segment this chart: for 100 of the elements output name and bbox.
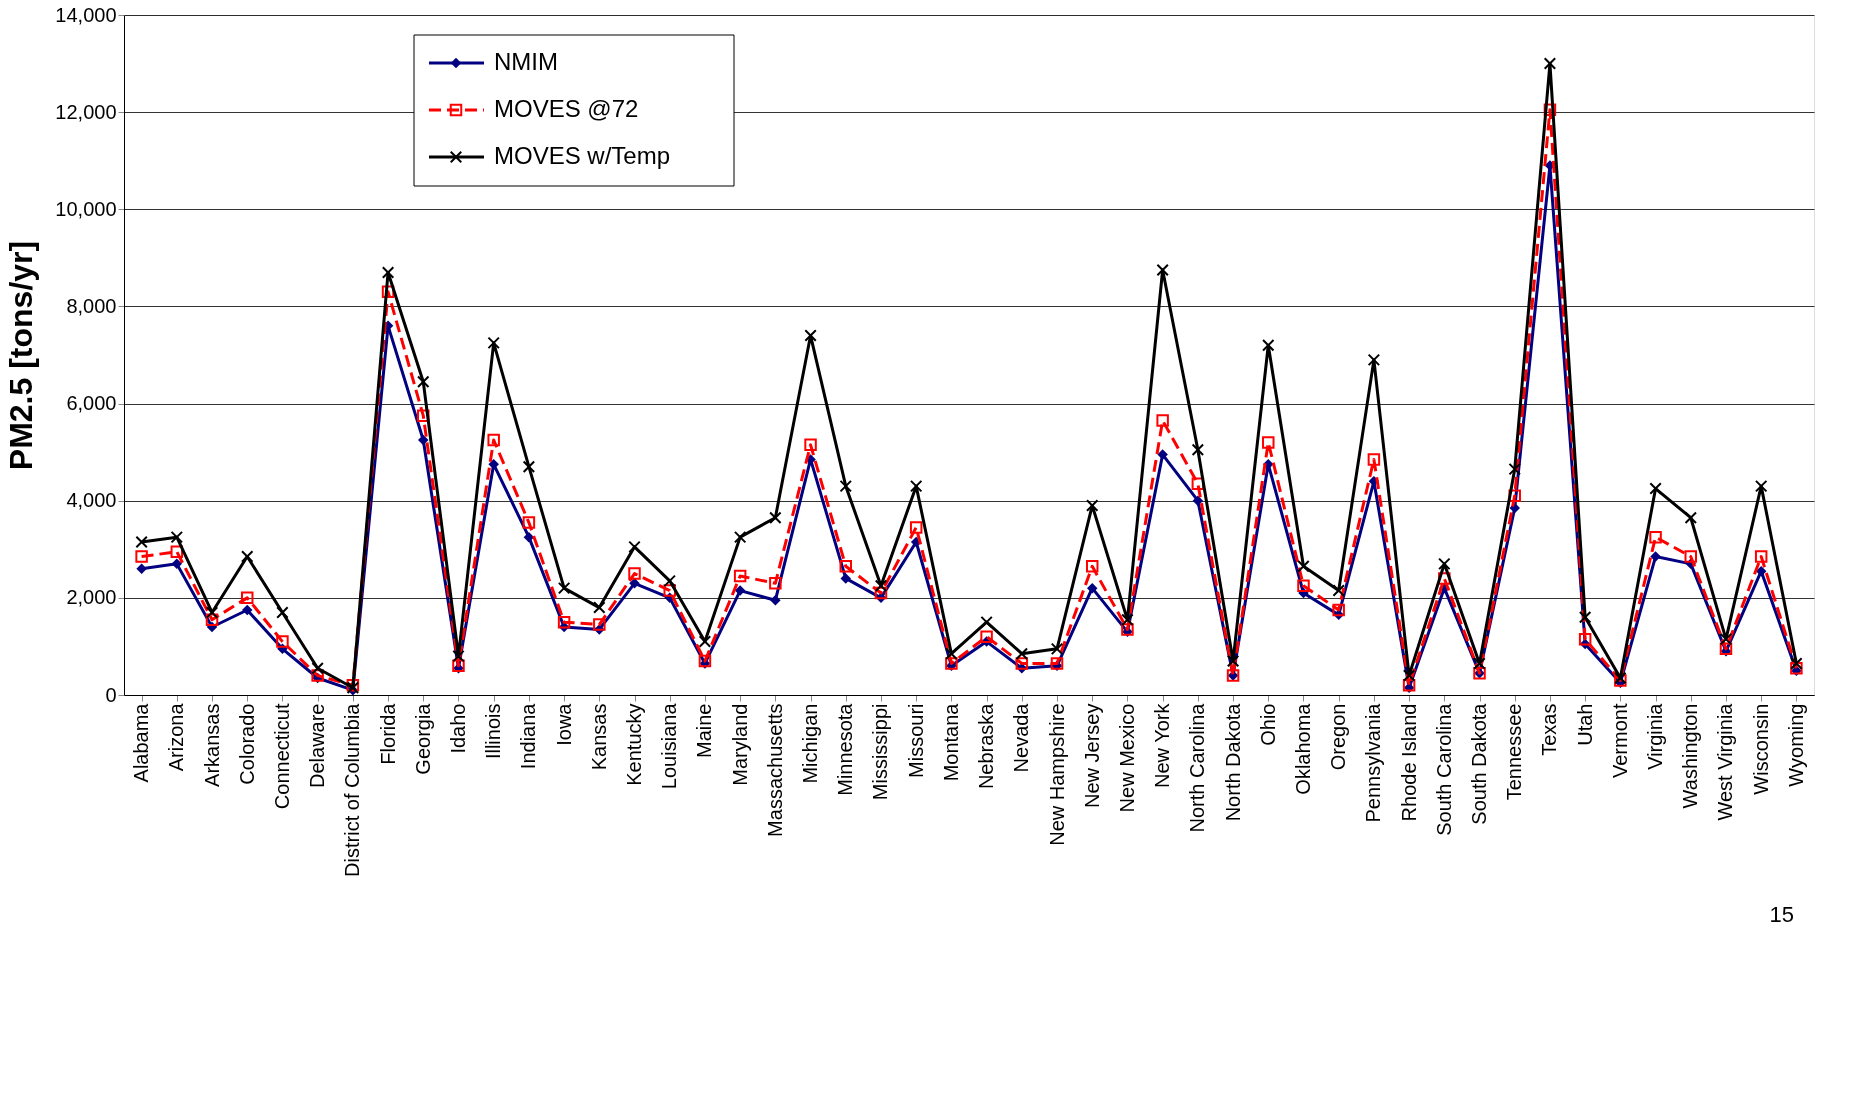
point [804,438,817,452]
point [276,635,289,648]
x-tick-label: North Dakota [1221,702,1244,822]
point [1192,495,1204,506]
x-tick-label: Oklahoma [1291,702,1314,795]
point [1473,657,1486,670]
point [840,573,852,584]
point [522,460,536,473]
point [593,601,606,614]
point [276,606,289,619]
x-tick-label: Tennessee [1503,703,1526,801]
x-tick-label: Connecticut [270,703,293,810]
point [1719,632,1733,646]
y-tick-label: 0 [105,683,117,706]
x-tick-label: Rhode Island [1397,703,1420,822]
point [1543,57,1557,70]
x-tick-label: Alabama [130,702,153,783]
x-tick-label: Ohio [1256,703,1279,746]
point [1191,477,1205,490]
point [135,535,148,549]
point [487,336,500,350]
x-tick-label: Montana [939,702,962,782]
point [1719,642,1733,656]
point [945,647,958,660]
point [1191,443,1205,456]
x-tick-label: New Hampshire [1045,703,1068,846]
point [522,516,536,529]
x-tick-label: Arkansas [200,703,223,787]
y-tick-label: 6,000 [66,392,117,415]
point [1402,669,1416,682]
point [417,409,430,422]
point [1157,449,1168,460]
point [1508,489,1521,503]
x-tick-label: Maine [693,703,716,758]
x-tick-label: Mississippi [869,703,892,801]
point [1086,582,1098,594]
point [980,630,993,643]
x-tick-label: Missouri [904,703,927,778]
y-tick-label: 2,000 [66,586,117,609]
point [1508,462,1521,476]
point [417,375,430,388]
point [1015,657,1029,670]
point [240,591,254,605]
x-tick-label: Delaware [306,703,329,788]
point [769,577,782,590]
point [240,550,254,563]
y-tick-label: 10,000 [55,197,117,220]
x-tick-label: Nevada [1010,702,1033,773]
point [171,558,183,570]
point [909,479,923,493]
x-tick-label: Florida [376,702,399,765]
point [1085,560,1099,573]
point [593,618,606,631]
x-tick-label: Indiana [517,702,540,770]
point [874,579,888,592]
point [1578,632,1592,646]
y-tick-label: 8,000 [66,294,117,317]
y-tick-label: 14,000 [55,3,117,26]
point [381,285,395,299]
point [1754,550,1768,563]
point [874,586,888,600]
x-tick-label: South Carolina [1432,702,1455,836]
point [557,581,571,595]
x-tick-label: West Virginia [1714,702,1737,821]
point [205,606,219,619]
point [1156,263,1169,277]
x-tick-label: Georgia [411,702,434,775]
point [698,635,712,648]
point [628,567,641,580]
point [909,521,923,534]
point [1754,479,1768,493]
x-tick-label: Minnesota [834,702,857,796]
x-tick-label: Utah [1573,703,1596,746]
point [839,479,853,493]
x-tick-label: Michigan [799,703,822,784]
point [557,615,571,629]
point [1367,353,1381,367]
point [170,545,184,558]
point [1578,611,1592,624]
point [452,649,465,663]
legend-label: MOVES w/Temp [494,142,671,169]
point [1438,557,1451,571]
x-tick-label: Wyoming [1784,703,1807,787]
point [452,659,465,673]
point [1684,550,1698,563]
point [770,595,781,606]
point [1156,414,1169,427]
point [381,266,395,279]
x-tick-label: Virginia [1644,702,1667,770]
x-tick-label: New Jersey [1080,703,1103,808]
x-tick-label: Colorado [235,703,258,785]
point [1226,654,1240,668]
x-tick-label: Vermont [1608,703,1631,778]
point [241,604,253,616]
x-tick-label: Pennsylvania [1362,702,1385,823]
x-tick-label: Iowa [552,702,575,746]
point [1050,642,1064,656]
x-tick-label: Arizona [165,702,188,772]
point [629,578,640,589]
x-tick-label: Washington [1679,703,1702,809]
